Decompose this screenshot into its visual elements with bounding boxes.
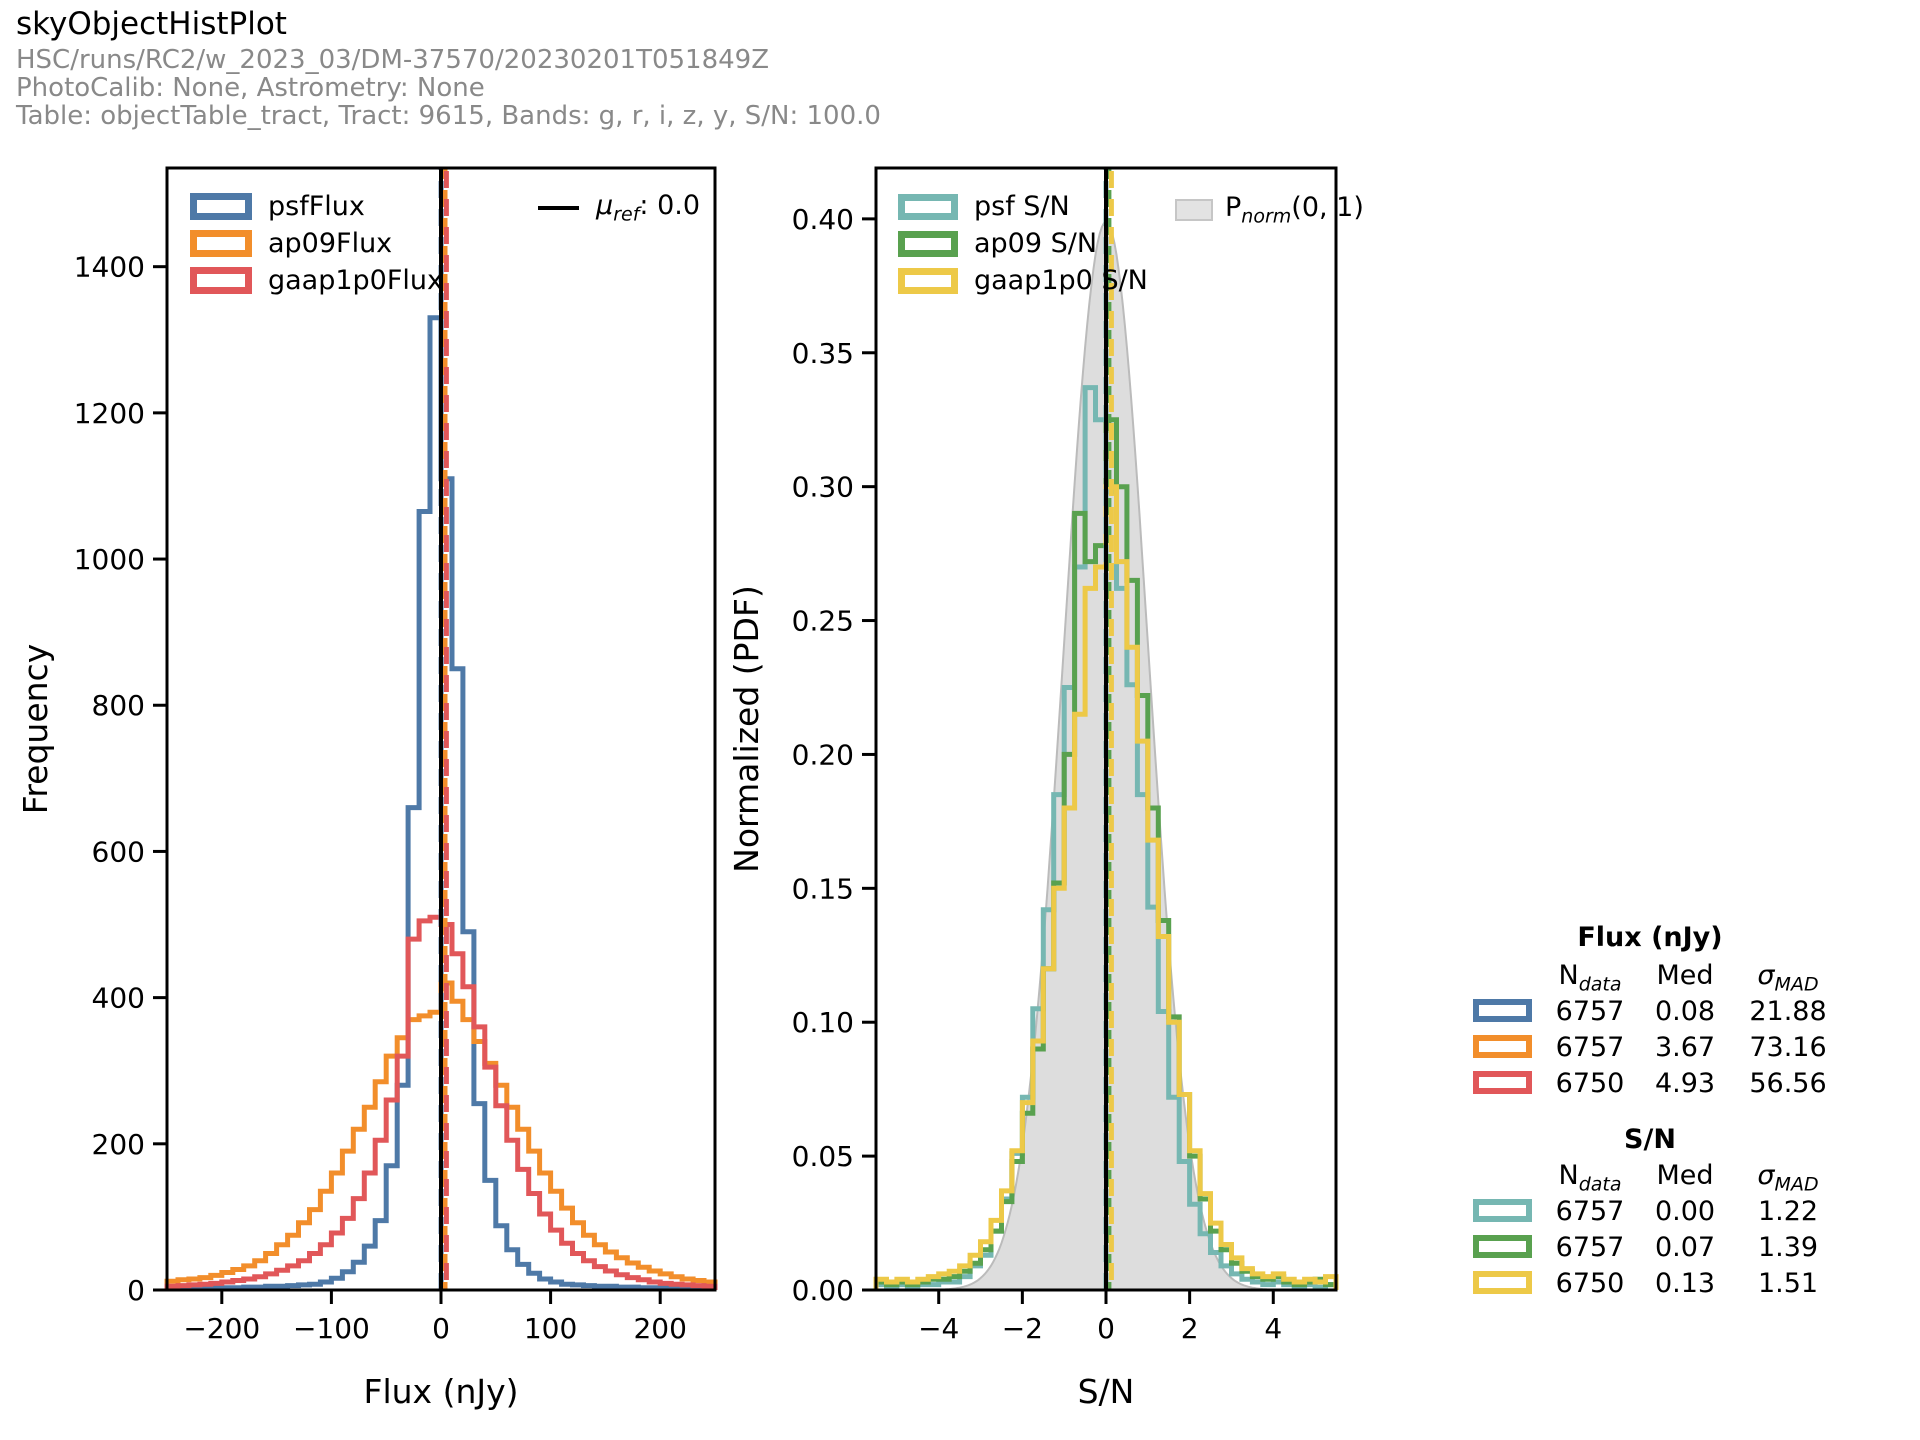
y-tick-label: 0.10	[792, 1006, 854, 1039]
flux-stats-header-row: Ndata Med σMAD	[1470, 960, 1850, 995]
legend-label: psf S/N	[974, 191, 1070, 222]
y-tick-label: 0.25	[792, 605, 854, 638]
flux-stats-title: Flux (nJy)	[1577, 922, 1723, 953]
y-tick-label: 600	[92, 835, 145, 868]
y-tick-label: 0.20	[792, 738, 854, 771]
statistics-panel: Flux (nJy) Ndata Med σMAD 6757 0.08 21.8…	[1470, 912, 1850, 1312]
legend-item-gaap1p0-sn: gaap1p0 S/N	[898, 265, 1148, 296]
y-tick-label: 200	[92, 1128, 145, 1161]
ndata-column-header: Ndata	[1558, 1160, 1622, 1196]
legend-item-pnorm: Pnorm(0, 1)	[1175, 192, 1364, 227]
sn-xaxis-label: S/N	[1077, 1372, 1135, 1411]
pnorm-label: Pnorm(0, 1)	[1225, 191, 1364, 228]
psf-sn-swatch-icon	[1473, 1199, 1532, 1222]
sn-histogram: −4 −2 0 2 4 0.00 0.05 0.10 0.15 0.20 0.25 0.30 0.35 0…	[792, 166, 1339, 1345]
ap09flux-swatch-icon	[1473, 1035, 1532, 1058]
x-tick-label: 2	[1181, 1312, 1199, 1345]
sn-stats-row-gaap: 6750 0.13 1.51	[1470, 1268, 1850, 1299]
x-tick-label: 0	[432, 1312, 450, 1345]
flux-stats-row-gaap: 6750 4.93 56.56	[1470, 1068, 1850, 1099]
legend-item-gaap1p0flux: gaap1p0Flux	[190, 265, 443, 296]
y-tick-label: 0	[127, 1274, 145, 1307]
axes-box	[874, 166, 1338, 1292]
x-tick-label: 200	[633, 1312, 686, 1345]
axes-box	[165, 166, 717, 1292]
med-column-header: Med	[1656, 960, 1714, 991]
sn-stats-row-ap09: 6757 0.07 1.39	[1470, 1232, 1850, 1263]
x-tick-label: −100	[293, 1312, 370, 1345]
calibration-subtitle: PhotoCalib: None, Astrometry: None	[16, 73, 485, 103]
y-tick-label: 0.40	[792, 203, 854, 236]
gaap1p0-sn-swatch-icon	[898, 267, 958, 294]
ref-line-icon	[538, 205, 579, 210]
y-tick-label: 0.35	[792, 337, 854, 370]
psfflux-swatch-icon	[1473, 999, 1532, 1022]
ap09-sn-swatch-icon	[1473, 1235, 1532, 1258]
x-tick-label: −200	[183, 1312, 260, 1345]
x-tick-label: 4	[1264, 1312, 1282, 1345]
legend-item-muref: μref: 0.0	[538, 190, 700, 225]
y-tick-label: 0.00	[792, 1274, 854, 1307]
sn-stats-title: S/N	[1624, 1124, 1676, 1155]
legend-label: ap09Flux	[268, 228, 393, 259]
sigma-mad-column-header: σMAD	[1757, 1160, 1819, 1196]
legend-item-ap09-sn: ap09 S/N	[898, 228, 1098, 259]
flux-xaxis-label: Flux (nJy)	[363, 1372, 519, 1411]
flux-stats-row-ap09: 6757 3.67 73.16	[1470, 1032, 1850, 1063]
table-info-subtitle: Table: objectTable_tract, Tract: 9615, B…	[16, 101, 881, 131]
x-tick-label: −4	[918, 1312, 959, 1345]
y-tick-label: 400	[92, 982, 145, 1015]
gaap1p0flux-swatch-icon	[190, 267, 252, 294]
ap09flux-swatch-icon	[190, 230, 252, 257]
y-tick-label: 800	[92, 689, 145, 722]
gaap1p0-sn-swatch-icon	[1473, 1271, 1532, 1294]
sigma-mad-column-header: σMAD	[1757, 960, 1819, 996]
legend-item-ap09flux: ap09Flux	[190, 228, 393, 259]
ap09-sn-swatch-icon	[898, 230, 958, 257]
y-tick-label: 1000	[74, 543, 145, 576]
psf-sn-swatch-icon	[898, 193, 958, 220]
flux-stats-row-psf: 6757 0.08 21.88	[1470, 996, 1850, 1027]
legend-label: ap09 S/N	[974, 228, 1098, 259]
y-tick-label: 1200	[74, 397, 145, 430]
y-tick-label: 0.30	[792, 471, 854, 504]
page-title: skyObjectHistPlot	[16, 6, 287, 42]
legend-label: gaap1p0 S/N	[974, 265, 1148, 296]
y-tick-label: 0.05	[792, 1140, 854, 1173]
x-tick-label: −2	[1002, 1312, 1043, 1345]
psfflux-swatch-icon	[190, 193, 252, 220]
med-column-header: Med	[1656, 1160, 1714, 1191]
legend-item-psfflux: psfFlux	[190, 191, 365, 222]
ndata-column-header: Ndata	[1558, 960, 1622, 996]
gaap1p0flux-swatch-icon	[1473, 1071, 1532, 1094]
y-tick-label: 0.15	[792, 872, 854, 905]
legend-label: psfFlux	[268, 191, 365, 222]
y-tick-label: 1400	[74, 251, 145, 284]
legend-label: gaap1p0Flux	[268, 265, 443, 296]
muref-label: μref: 0.0	[596, 189, 701, 226]
frequency-yaxis-label: Frequency	[16, 643, 55, 815]
run-collection-subtitle: HSC/runs/RC2/w_2023_03/DM-37570/20230201…	[16, 45, 770, 75]
x-tick-label: 0	[1097, 1312, 1115, 1345]
x-tick-label: 100	[524, 1312, 577, 1345]
sn-stats-row-psf: 6757 0.00 1.22	[1470, 1196, 1850, 1227]
flux-histogram: −200 −100 0 100 200 0 200 400 600 800 1000 1200 1400	[74, 166, 718, 1345]
legend-item-psf-sn: psf S/N	[898, 191, 1070, 222]
sn-stats-header-row: Ndata Med σMAD	[1470, 1160, 1850, 1195]
pdf-yaxis-label: Normalized (PDF)	[727, 585, 766, 873]
normal-pdf-swatch-icon	[1175, 198, 1213, 221]
